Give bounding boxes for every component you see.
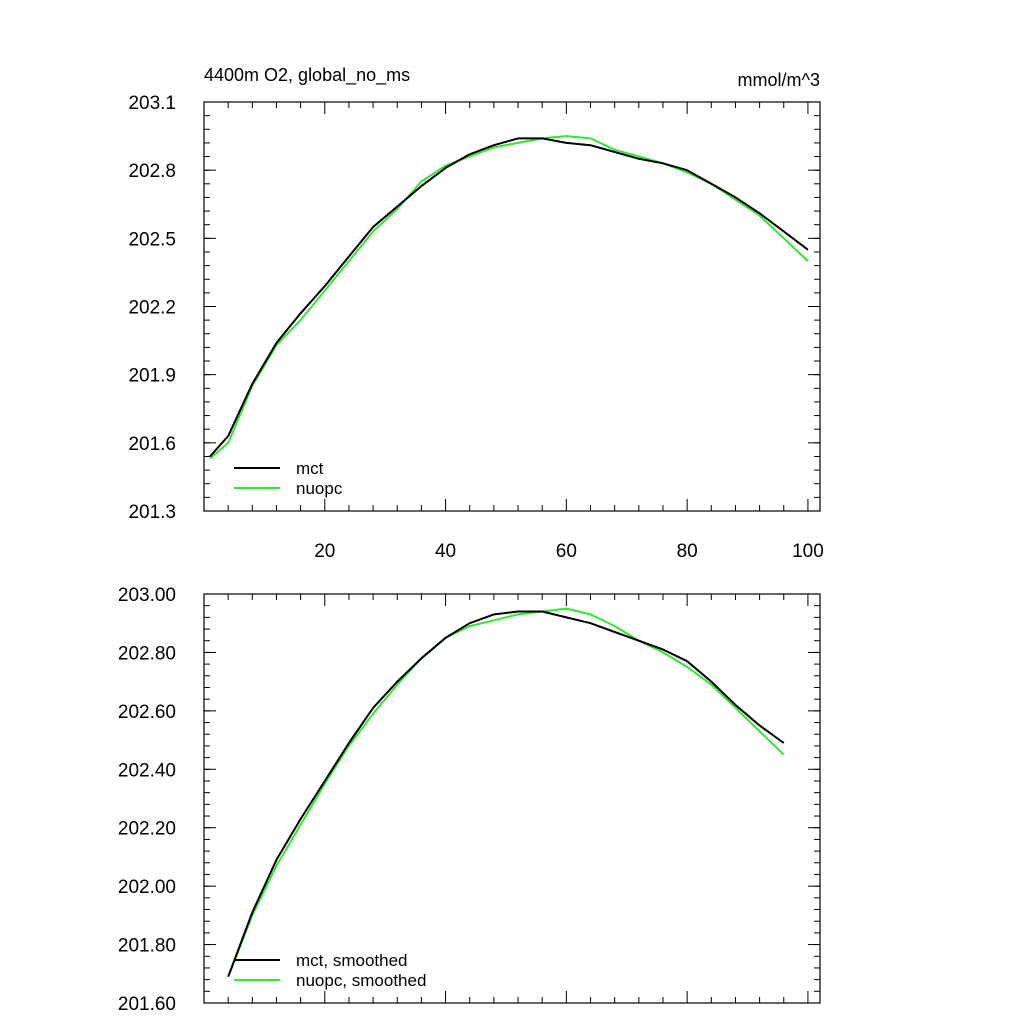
- x-tick-label: 40: [435, 541, 456, 562]
- units-label: mmol/m^3: [738, 70, 820, 90]
- legend-label: mct, smoothed: [296, 951, 408, 970]
- y-tick-label: 202.5: [128, 229, 176, 250]
- plot-frame: [203, 593, 821, 1004]
- y-tick-label: 201.9: [128, 366, 176, 387]
- y-tick-label: 202.8: [128, 161, 176, 182]
- x-tick-label: 20: [314, 541, 335, 562]
- x-tick-label: 100: [792, 541, 824, 562]
- series-line-nuopc-smoothed: [227, 607, 785, 978]
- legend-label: nuopc, smoothed: [296, 971, 426, 990]
- y-tick-label: 202.60: [118, 702, 176, 723]
- y-tick-label: 203.00: [118, 585, 176, 606]
- y-tick-label: 202.00: [118, 877, 176, 898]
- x-tick-label: 80: [677, 541, 698, 562]
- y-tick-label: 203.1: [128, 93, 176, 114]
- x-tick-label: 60: [556, 541, 577, 562]
- series-line-mct-smoothed: [227, 610, 785, 978]
- y-tick-label: 201.80: [118, 936, 176, 957]
- plot-frame: [203, 101, 821, 512]
- y-tick-label: 202.20: [118, 819, 176, 840]
- y-tick-label: 202.2: [128, 298, 176, 319]
- y-tick-label: 201.60: [118, 994, 176, 1015]
- y-tick-label: 201.3: [128, 502, 176, 523]
- top-panel: 20 40 60 80 100 201.3 201.6 201.9 202.2 202.5 202.…: [128, 93, 823, 562]
- y-tick-label: 202.40: [118, 760, 176, 781]
- series-line-nuopc: [209, 135, 809, 460]
- series-line-mct: [209, 137, 809, 458]
- y-tick-label: 201.6: [128, 434, 176, 455]
- bottom-panel: 201.60 201.80 202.00 202.20 202.40 202.60 202.…: [118, 585, 821, 1015]
- y-tick-label: 202.80: [118, 643, 176, 664]
- legend-label: mct: [296, 459, 324, 478]
- chart-title: 4400m O2, global_no_ms: [204, 65, 410, 86]
- legend-label: nuopc: [296, 479, 343, 498]
